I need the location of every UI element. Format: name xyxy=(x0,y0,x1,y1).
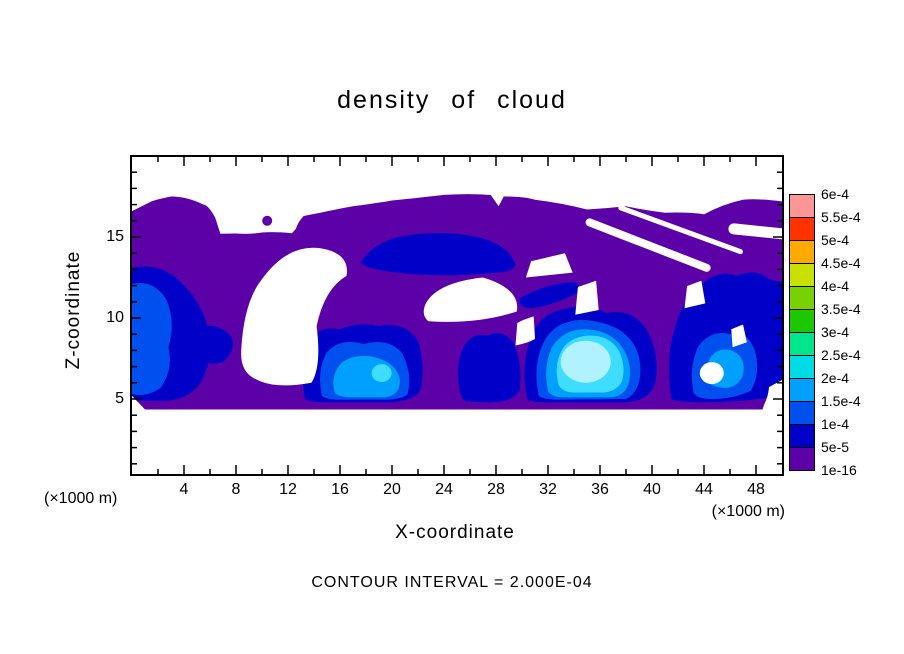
contour-interval-caption: CONTOUR INTERVAL = 2.000E-04 xyxy=(311,574,593,591)
x-tick-label: 28 xyxy=(487,481,505,498)
colorbar-cell xyxy=(790,264,814,287)
contour-level5-pale-core xyxy=(560,340,611,383)
x-axis-label: X-coordinate xyxy=(395,522,515,543)
plot-area xyxy=(130,155,784,476)
y-axis-label: Z-coordinate xyxy=(63,250,84,370)
colorbar-cell xyxy=(790,379,814,402)
x-axis-unit-right: (×1000 m) xyxy=(711,503,785,520)
clear-air-gaps xyxy=(241,247,747,386)
x-tick-label: 16 xyxy=(331,481,349,498)
colorbar-cell xyxy=(790,241,814,264)
colorbar-label: 3.5e-4 xyxy=(821,301,861,317)
x-tick-label: 20 xyxy=(383,481,401,498)
x-tick-label: 4 xyxy=(179,481,189,498)
chart-title: density of cloud xyxy=(337,86,567,114)
y-tick-label: 15 xyxy=(106,228,124,245)
colorbar-label: 5.5e-4 xyxy=(821,209,861,225)
clear-air-slashes xyxy=(585,205,782,272)
x-tick-label: 12 xyxy=(279,481,297,498)
x-tick-label: 8 xyxy=(231,481,241,498)
colorbar-label: 6e-4 xyxy=(821,186,850,202)
colorbar-label: 1.5e-4 xyxy=(821,393,861,409)
contour-field xyxy=(132,194,782,410)
x-tick-label: 32 xyxy=(539,481,557,498)
colorbar-label: 3e-4 xyxy=(821,324,850,340)
contour-plot-svg xyxy=(132,157,782,474)
x-tick-label: 48 xyxy=(747,481,765,498)
colorbar-cell xyxy=(790,333,814,356)
colorbar xyxy=(789,194,815,471)
colorbar-cell xyxy=(790,356,814,379)
colorbar-cell xyxy=(790,425,814,448)
x-tick-label: 44 xyxy=(695,481,713,498)
colorbar-label: 5e-5 xyxy=(821,439,850,455)
colorbar-label: 4.5e-4 xyxy=(821,255,861,271)
colorbar-label: 2.5e-4 xyxy=(821,347,861,363)
colorbar-label: 5e-4 xyxy=(821,232,850,248)
colorbar-cell xyxy=(790,310,814,333)
colorbar-cell xyxy=(790,218,814,241)
colorbar-cell xyxy=(790,448,814,470)
colorbar-cell xyxy=(790,287,814,310)
x-axis-unit-left: (×1000 m) xyxy=(44,490,118,507)
colorbar-cell xyxy=(790,195,814,218)
colorbar-label: 1e-16 xyxy=(821,462,857,478)
x-tick-label: 40 xyxy=(643,481,661,498)
y-tick-label: 10 xyxy=(106,309,124,326)
y-tick-label: 5 xyxy=(115,390,124,407)
x-tick-label: 36 xyxy=(591,481,609,498)
small-cloud-patch xyxy=(262,215,273,226)
colorbar-label: 1e-4 xyxy=(821,416,850,432)
colorbar-label: 2e-4 xyxy=(821,370,850,386)
axis-tick-marks xyxy=(132,157,782,474)
colorbar-cell xyxy=(790,402,814,425)
x-tick-label: 24 xyxy=(435,481,453,498)
colorbar-label: 4e-4 xyxy=(821,278,850,294)
